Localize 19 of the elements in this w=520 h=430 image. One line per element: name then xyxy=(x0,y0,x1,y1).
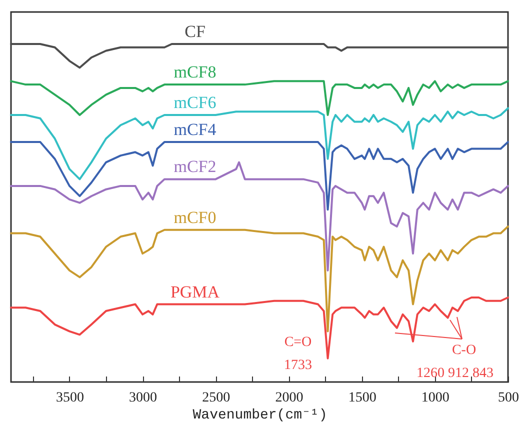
series-label: mCF4 xyxy=(174,120,217,140)
series-label: mCF0 xyxy=(174,208,216,227)
annotation: C-O xyxy=(452,343,476,358)
annotation: 1260 912 843 xyxy=(416,366,494,381)
x-tick-label: 2000 xyxy=(275,390,304,406)
x-tick-label: 3500 xyxy=(56,390,84,406)
series-label: mCF6 xyxy=(174,92,216,112)
x-tick-label: 3000 xyxy=(129,390,158,406)
x-tick-label: 1500 xyxy=(348,390,376,406)
x-axis-title: Wavenumber(cm⁻¹) xyxy=(192,408,328,424)
series-label: CF xyxy=(184,22,206,41)
annotation: 1733 xyxy=(284,358,312,373)
x-tick-label: 500 xyxy=(498,390,519,406)
series-label: mCF8 xyxy=(174,62,216,82)
series-label: mCF2 xyxy=(174,157,216,176)
x-tick-label: 1000 xyxy=(421,390,450,406)
x-tick-label: 2500 xyxy=(202,390,230,406)
annotation: C=O xyxy=(284,335,312,350)
series-label: PGMA xyxy=(170,282,220,302)
